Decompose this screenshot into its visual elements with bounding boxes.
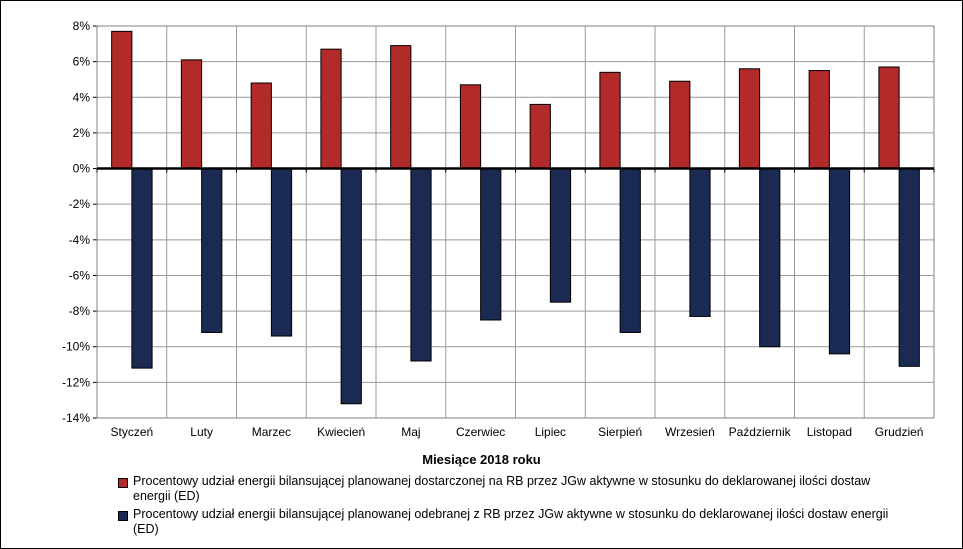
x-tick-label: Maj	[401, 425, 420, 439]
y-tick-label: -10%	[62, 340, 90, 354]
y-tick-label: -6%	[69, 268, 91, 282]
y-tick-label: 6%	[73, 55, 91, 69]
x-tick-label: Październik	[729, 425, 792, 439]
plot-border	[96, 25, 935, 419]
legend-label-supplied: Procentowy udział energii bilansującej p…	[133, 474, 871, 503]
y-tick-label: -4%	[69, 233, 91, 247]
y-tick-label: -12%	[62, 375, 90, 389]
x-tick-label: Styczeń	[111, 425, 154, 439]
bar-received	[689, 168, 711, 317]
bar-supplied	[250, 82, 272, 170]
bar-received	[619, 168, 641, 333]
x-tick-label: Luty	[190, 425, 213, 439]
y-tick-label: -14%	[62, 411, 90, 425]
legend-swatch-received	[118, 511, 128, 521]
y-tick-label: -2%	[69, 197, 91, 211]
x-tick-label: Lipiec	[535, 425, 566, 439]
bar-received	[759, 168, 781, 348]
bar-received	[480, 168, 502, 321]
bar-received	[201, 168, 223, 333]
y-tick-label: 2%	[73, 126, 91, 140]
x-tick-label: Kwiecień	[317, 425, 365, 439]
bar-supplied	[180, 59, 203, 170]
bar-received	[898, 168, 920, 367]
x-tick-label: Wrzesień	[665, 425, 715, 439]
y-tick-label: 8%	[73, 19, 91, 33]
bar-supplied	[599, 71, 621, 170]
bar-supplied	[738, 68, 761, 170]
bar-supplied	[390, 45, 412, 170]
bar-supplied	[669, 80, 691, 170]
legend-item-supplied: Procentowy udział energii bilansującej p…	[118, 474, 908, 504]
legend: Procentowy udział energii bilansującej p…	[118, 474, 908, 540]
y-tick-label: -8%	[69, 304, 91, 318]
bar-supplied	[529, 103, 551, 170]
x-tick-label: Listopad	[807, 425, 852, 439]
bar-received	[410, 168, 432, 362]
x-axis-title: Miesiące 2018 roku	[422, 452, 541, 467]
bar-received	[549, 168, 572, 303]
x-tick-label: Grudzień	[875, 425, 924, 439]
bar-received	[340, 168, 362, 405]
x-tick-label: Sierpień	[598, 425, 642, 439]
y-tick-label: 0%	[73, 162, 91, 176]
legend-label-received: Procentowy udział energii bilansującej p…	[133, 507, 889, 536]
bar-supplied	[808, 70, 830, 170]
legend-item-received: Procentowy udział energii bilansującej p…	[118, 507, 908, 537]
bar-supplied	[111, 30, 133, 170]
x-tick-label: Czerwiec	[456, 425, 505, 439]
bar-received	[270, 168, 293, 337]
bar-received	[828, 168, 851, 355]
x-tick-label: Marzec	[252, 425, 291, 439]
bar-supplied	[459, 84, 482, 170]
y-tick-label: 4%	[73, 90, 91, 104]
bar-received	[131, 168, 153, 369]
bar-supplied	[878, 66, 900, 170]
legend-swatch-supplied	[118, 478, 128, 488]
bar-supplied	[320, 48, 342, 170]
